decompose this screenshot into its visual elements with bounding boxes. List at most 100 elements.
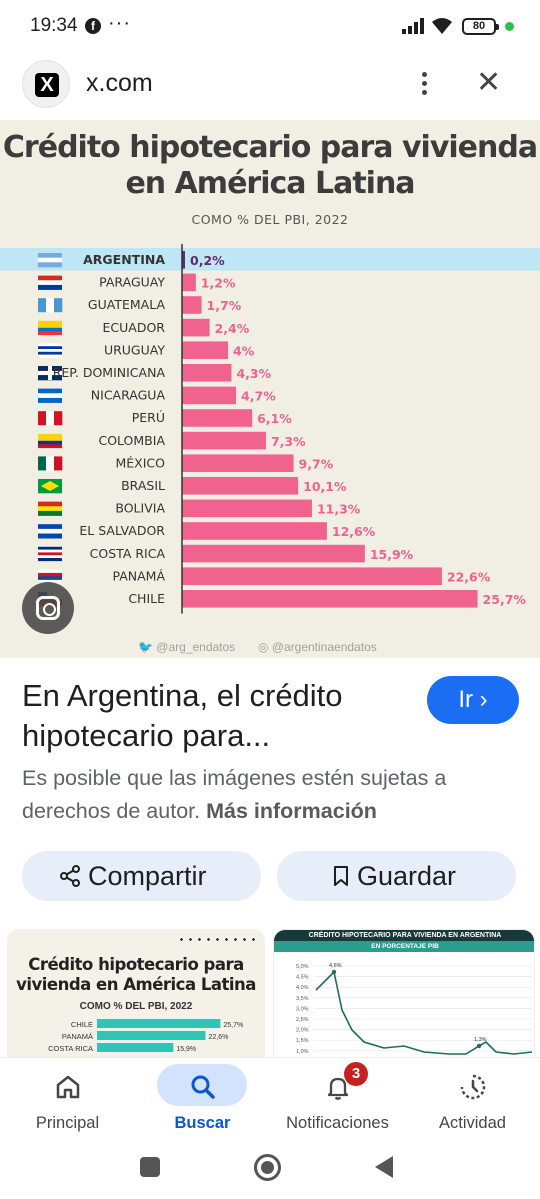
google-lens-button[interactable] — [22, 582, 74, 634]
result-headline[interactable]: En Argentina, el crédito hipotecario par… — [22, 678, 343, 753]
facebook-notification-icon: f — [85, 18, 101, 34]
thumb2-y-tick: 1,0% — [296, 1049, 309, 1055]
thumb2-marker-label: 1,3% — [474, 1037, 487, 1043]
save-button[interactable]: Guardar — [277, 851, 516, 901]
url-domain[interactable]: x.com — [86, 69, 153, 97]
thumb2-series-line — [315, 970, 533, 1055]
nav-home[interactable]: Principal — [0, 1058, 135, 1140]
thumb1-title-line1: Crédito hipotecario para — [28, 955, 244, 974]
flag-icon-el-salvador — [38, 524, 62, 539]
search-icon — [191, 1075, 215, 1099]
nav-active-indicator — [157, 1064, 247, 1106]
thumb2-y-tick: 4,5% — [296, 975, 309, 981]
category-label-m-xico: MÉXICO — [116, 455, 166, 470]
chart-title-line1: Crédito hipotecario para vivienda — [2, 130, 538, 165]
thumb1-row-value: 22,6% — [208, 1034, 228, 1041]
recents-icon[interactable] — [140, 1157, 160, 1177]
bar-argentina — [182, 251, 185, 269]
thumb2-y-tick: 3,0% — [296, 1006, 309, 1012]
category-label-panam-: PANAMÁ — [112, 568, 165, 583]
thumb1-row-label: PANAMÁ — [62, 1032, 93, 1041]
close-icon[interactable]: ✕ — [476, 66, 502, 99]
flag-icon-guatemala — [38, 298, 63, 313]
bar-costa-rica — [182, 544, 365, 563]
thumb2-line-chart: 5,0% 4,5% 4,0% 3,5% 3,0% 2,5% 2,0% 1,5% 1,0% 4,6%… — [296, 963, 533, 1055]
back-icon[interactable] — [375, 1156, 393, 1178]
value-label-chile: 25,7% — [483, 592, 527, 607]
nav-search[interactable]: Buscar — [135, 1058, 270, 1140]
related-image-1[interactable]: Crédito hipotecario para vivienda en Amé… — [7, 929, 265, 1059]
bookmark-icon — [334, 866, 348, 886]
more-info-link[interactable]: Más información — [206, 799, 377, 823]
thumb2-y-tick: 4,0% — [296, 985, 309, 991]
category-label-nicaragua: NICARAGUA — [91, 388, 166, 403]
category-label-bolivia: BOLIVIA — [115, 501, 165, 516]
bar-paraguay — [182, 273, 196, 292]
category-label-guatemala: GUATEMALA — [88, 297, 166, 312]
thumb1-bars: CHILE 25,7% PANAMÁ 22,6% COSTA RICA 15,9% — [48, 1019, 243, 1053]
flag-icon-costa-rica — [38, 546, 62, 562]
thumb1-title: Crédito hipotecario para vivienda en Amé… — [7, 955, 265, 995]
thumb1-title-line2: vivienda en América Latina — [16, 975, 256, 994]
flag-icon-argentina — [38, 253, 62, 268]
bell-icon — [327, 1077, 348, 1100]
signal-icon — [402, 18, 424, 34]
nav-search-label: Buscar — [174, 1114, 231, 1132]
nav-notifications-label: Notificaciones — [286, 1114, 389, 1132]
bar-el-salvador — [182, 522, 327, 540]
thumb2-y-tick: 2,5% — [296, 1017, 309, 1023]
flag-icon-per- — [38, 411, 63, 426]
bar-rep-dominicana — [182, 364, 232, 382]
bar-ecuador — [182, 318, 210, 337]
x-logo-glyph: X — [35, 73, 59, 97]
chart-title: Crédito hipotecario para vivienda en Amé… — [0, 130, 540, 202]
thumb1-bar — [97, 1031, 206, 1040]
value-label-panam-: 22,6% — [447, 569, 491, 584]
value-label-argentina: 0,2% — [190, 253, 225, 268]
preview-image[interactable]: ARGENTINA 0,2% PARAGUAY 1,2% GUATEMALA 1,7% EC… — [0, 120, 540, 658]
more-notifications-icon: ··· — [108, 12, 131, 34]
copyright-notice: Es posible que las imágenes estén sujeta… — [22, 762, 522, 828]
flag-icon-uruguay — [38, 343, 62, 358]
bar-nicaragua — [182, 386, 237, 405]
category-label-colombia: COLOMBIA — [98, 433, 165, 448]
flag-icon-panam- — [38, 569, 62, 584]
thumb1-row-value: 15,9% — [176, 1046, 196, 1053]
thumb1-bar — [97, 1043, 174, 1052]
privacy-indicator-icon — [505, 22, 514, 31]
thumb2-y-tick: 2,0% — [296, 1028, 309, 1034]
share-button[interactable]: Compartir — [22, 851, 261, 901]
bar-chile — [182, 590, 478, 608]
flag-icon-colombia — [38, 433, 62, 449]
bottom-nav: Principal Buscar 3 Notificaciones Activi… — [0, 1057, 540, 1139]
chart-title-line2: en América Latina — [125, 166, 415, 201]
related-image-2[interactable]: CRÉDITO HIPOTECARIO PARA VIVIENDA EN ARG… — [273, 929, 535, 1059]
value-label-el-salvador: 12,6% — [332, 524, 376, 539]
highlight-row — [0, 248, 540, 271]
more-options-icon[interactable] — [412, 70, 436, 100]
nav-activity[interactable]: Actividad — [405, 1058, 540, 1140]
value-label-brasil: 10,1% — [303, 479, 347, 494]
thumb1-bar — [97, 1019, 221, 1028]
notification-badge: 3 — [344, 1062, 368, 1086]
nav-home-label: Principal — [35, 1114, 100, 1132]
copyright-text: Es posible que las imágenes estén sujeta… — [22, 766, 447, 823]
bar-guatemala — [182, 296, 202, 314]
category-label-paraguay: PARAGUAY — [99, 275, 165, 290]
category-label-brasil: BRASIL — [121, 478, 165, 493]
twitter-credit: 🐦 @arg_endatos — [138, 640, 236, 654]
bar-colombia — [182, 431, 266, 450]
nav-notifications[interactable]: 3 Notificaciones — [270, 1058, 405, 1140]
wifi-icon — [432, 18, 452, 34]
value-label-guatemala: 1,7% — [207, 298, 242, 313]
value-label-per-: 6,1% — [257, 411, 292, 426]
category-label-rep-dominicana: REP. DOMINICANA — [53, 365, 166, 380]
battery-icon: 80 — [462, 18, 499, 35]
thumb2-subheader: EN PORCENTAJE PIB — [274, 941, 534, 952]
twitter-handle: @arg_endatos — [156, 640, 236, 654]
go-button[interactable]: Ir › — [427, 676, 519, 724]
home-button-icon[interactable] — [254, 1154, 281, 1181]
bar-brasil — [182, 477, 299, 495]
value-label-ecuador: 2,4% — [215, 321, 250, 336]
flag-icon-bolivia — [38, 501, 62, 516]
